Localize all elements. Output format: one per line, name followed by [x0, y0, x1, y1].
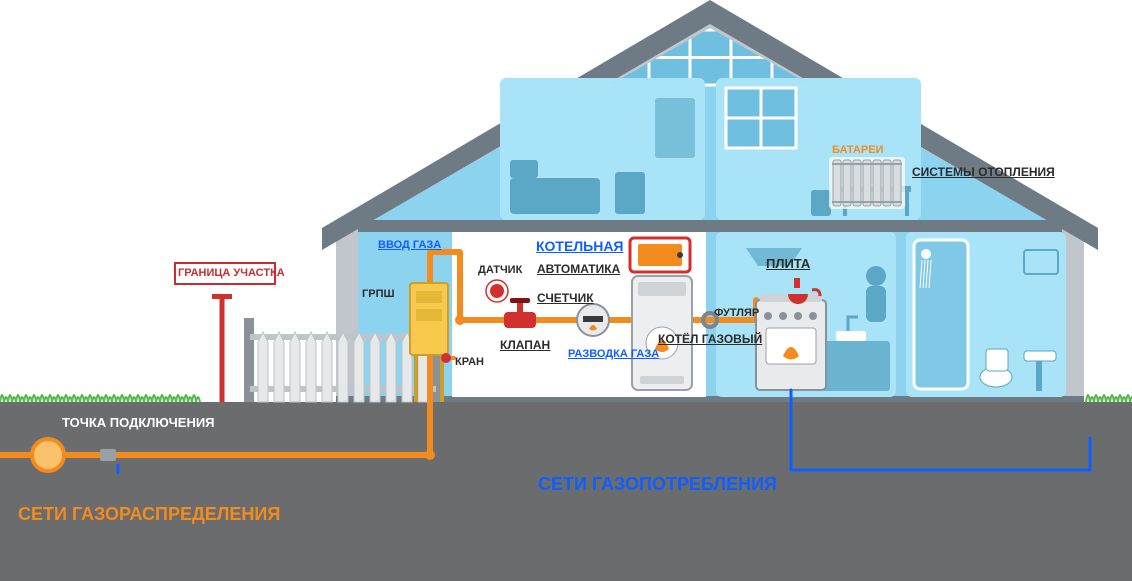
label-meter: СЧЕТЧИК — [537, 291, 594, 305]
label-sensor: ДАТЧИК — [478, 264, 522, 276]
boundary-marker-cap — [212, 294, 232, 299]
label-heating-system: СИСТЕМЫ ОТОПЛЕНИЯ — [912, 166, 1055, 180]
grass — [1086, 395, 1132, 402]
connection-point-icon — [32, 439, 64, 471]
floor-slab — [358, 220, 1062, 232]
automation-icon — [630, 238, 690, 272]
label-stove: ПЛИТА — [766, 256, 810, 271]
grass — [0, 395, 200, 402]
radiator-icon — [829, 157, 905, 209]
sensor-icon — [490, 284, 504, 298]
label-conn-point: ТОЧКА ПОДКЛЮЧЕНИЯ — [62, 416, 215, 431]
label-boiler-room: КОТЕЛЬНАЯ — [536, 238, 624, 254]
label-gas-routing: РАЗВОДКА ГАЗА — [568, 348, 659, 360]
label-sleeve: ФУТЛЯР — [714, 307, 759, 319]
label-gas-input: ВВОД ГАЗА — [378, 239, 441, 251]
meter-icon — [577, 304, 609, 336]
pipe-joint — [455, 315, 465, 325]
label-automation: АВТОМАТИКА — [537, 262, 620, 276]
label-gas-consumption-net: СЕТИ ГАЗОПОТРЕБЛЕНИЯ — [538, 474, 777, 495]
label-valve: КЛАПАН — [500, 338, 550, 352]
label-boiler: КОТЁЛ ГАЗОВЫЙ — [658, 333, 762, 346]
label-radiators: БАТАРЕИ — [832, 144, 883, 156]
label-tap: КРАН — [455, 356, 484, 368]
tap-icon — [441, 353, 451, 363]
pipe-coupling — [100, 449, 116, 461]
label-boundary: ГРАНИЦА УЧАСТКА — [174, 262, 276, 285]
pipe-joint — [425, 450, 435, 460]
stove-icon — [756, 278, 826, 390]
label-gas-distribution-net: СЕТИ ГАЗОРАСПРЕДЕЛЕНИЯ — [18, 504, 280, 525]
label-grpsh: ГРПШ — [362, 288, 395, 300]
